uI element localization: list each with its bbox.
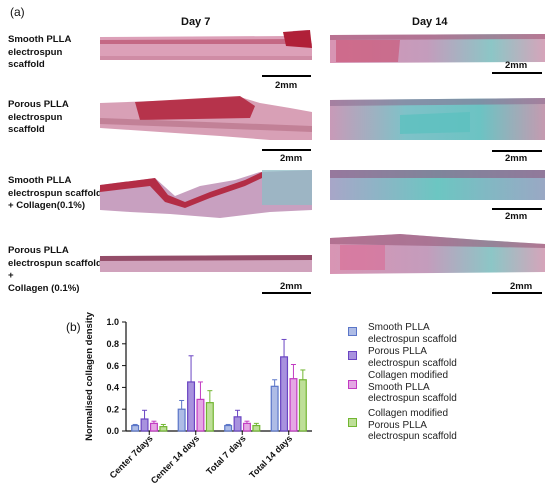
legend-label-line: electrospun scaffold [368, 333, 457, 345]
row-label-1: Smooth PLLA electrospun scaffold [8, 34, 104, 72]
row-label-2: Porous PLLA electrospun scaffold [8, 99, 104, 137]
row-label-line: Porous PLLA [8, 245, 69, 256]
scale-label-day7-porous: 2mm [280, 153, 303, 164]
scalebar-day14-porous-collagen [492, 292, 542, 294]
legend-label: Collagen modified Porous PLLA electrospun … [368, 408, 548, 443]
legend-label-line: Collagen modified [368, 408, 449, 419]
scale-label-day7-porous-collagen: 2mm [280, 281, 303, 292]
scalebar-day14-smooth [492, 72, 542, 74]
panel-b-tag: (b) [66, 320, 81, 334]
legend-label-line: Porous PLLA [368, 346, 427, 357]
tissue-image-day14-porous [330, 98, 545, 140]
y-tick-label: 1.0 [106, 317, 119, 327]
legend-label-line: Smooth PLLA [368, 322, 430, 333]
tissue-image-day14-smooth-collagen [330, 170, 545, 200]
legend-label-line: Porous PLLA [368, 419, 427, 431]
legend-label-line: Collagen modified [368, 370, 449, 381]
y-tick-label: 0.8 [106, 339, 119, 349]
row-label-line: scaffold [8, 59, 45, 70]
scalebar-day14-smooth-collagen [492, 208, 542, 210]
bar-0-1 [140, 418, 149, 432]
row-label-line: Smooth PLLA [8, 34, 72, 45]
scale-label-day14-porous: 2mm [505, 153, 528, 164]
panel-a-tag: (a) [10, 5, 25, 19]
bar-3-0 [270, 385, 279, 432]
bar-3-2 [289, 378, 298, 432]
tissue-image-day14-porous-collagen [330, 234, 545, 274]
x-tick-label: Center 7days [108, 433, 155, 480]
row-label-line: Porous PLLA [8, 99, 69, 110]
legend-swatch [348, 351, 357, 360]
legend-label-line: electrospun scaffold [368, 393, 457, 404]
y-axis-label: Normalised collagen density [84, 311, 95, 441]
row-label-line: + Collagen(0.1%) [8, 200, 86, 211]
legend-label: Collagen modified Smooth PLLA electrospun … [368, 370, 548, 405]
bar-3-1 [280, 356, 289, 432]
row-label-line: electrospun scaffold + [8, 257, 102, 282]
y-tick-label: 0.2 [106, 404, 119, 414]
day7-header: Day 7 [181, 16, 211, 28]
row-label-line: scaffold [8, 124, 45, 135]
legend-swatch [348, 418, 357, 427]
day14-header: Day 14 [412, 16, 448, 28]
scale-label-day14-smooth-collagen: 2mm [505, 211, 528, 222]
x-tick-label: Total 7 days [204, 433, 247, 476]
scalebar-day7-smooth [262, 75, 311, 77]
scale-label-day7-smooth: 2mm [275, 80, 298, 91]
bar-1-1 [187, 381, 196, 432]
bar-0-3 [159, 426, 168, 432]
bar-2-2 [242, 422, 251, 432]
bar-0-0 [131, 424, 140, 432]
collagen-density-chart: 0.0 0.2 0.4 0.6 0.8 1.0 Normalised collagen de… [84, 311, 312, 486]
legend-label: Smooth PLLA electrospun scaffold [368, 322, 548, 345]
legend-swatch [348, 380, 357, 389]
y-tick-label: 0.0 [106, 426, 119, 436]
row-label-3: Smooth PLLA electrospun scaffold + Collage… [8, 175, 104, 213]
tissue-image-day7-porous-collagen [100, 255, 312, 272]
legend-swatch [348, 327, 357, 336]
scalebar-day7-porous [262, 149, 311, 151]
bar-2-3 [252, 424, 261, 432]
bar-3-3 [298, 379, 307, 432]
y-tick-label: 0.4 [106, 383, 119, 393]
bar-1-0 [177, 408, 186, 432]
legend-label-line: Smooth PLLA [368, 381, 430, 393]
row-label-line: electrospun [8, 46, 63, 58]
bar-2-0 [224, 424, 233, 432]
tissue-image-day14-smooth [330, 34, 545, 63]
x-tick-label: Total 14 days [247, 433, 294, 480]
scale-label-day14-smooth: 2mm [505, 60, 528, 71]
row-label-line: electrospun [8, 111, 63, 123]
scalebar-day7-porous-collagen [262, 292, 311, 294]
bar-1-2 [196, 398, 205, 432]
scalebar-day14-porous [492, 150, 542, 152]
row-label-4: Porous PLLA electrospun scaffold + Collage… [8, 245, 104, 295]
legend-label-line: electrospun scaffold [368, 431, 457, 442]
bar-1-3 [205, 402, 214, 432]
legend-label: Porous PLLA electrospun scaffold [368, 346, 548, 369]
tissue-image-day7-porous [100, 96, 312, 140]
row-label-line: electrospun scaffold [8, 187, 102, 199]
scale-label-day14-porous-collagen: 2mm [510, 281, 533, 292]
row-label-line: Smooth PLLA [8, 175, 72, 186]
row-label-line: Collagen (0.1%) [8, 282, 80, 294]
tissue-image-day7-smooth-collagen [100, 170, 312, 218]
tissue-image-day7-smooth [100, 30, 312, 60]
y-tick-label: 0.6 [106, 361, 119, 371]
bar-0-2 [149, 422, 158, 432]
legend-label-line: electrospun scaffold [368, 357, 457, 369]
histology-images [100, 30, 545, 294]
bar-2-1 [233, 416, 242, 432]
x-tick-label: Center 14 days [149, 433, 201, 485]
